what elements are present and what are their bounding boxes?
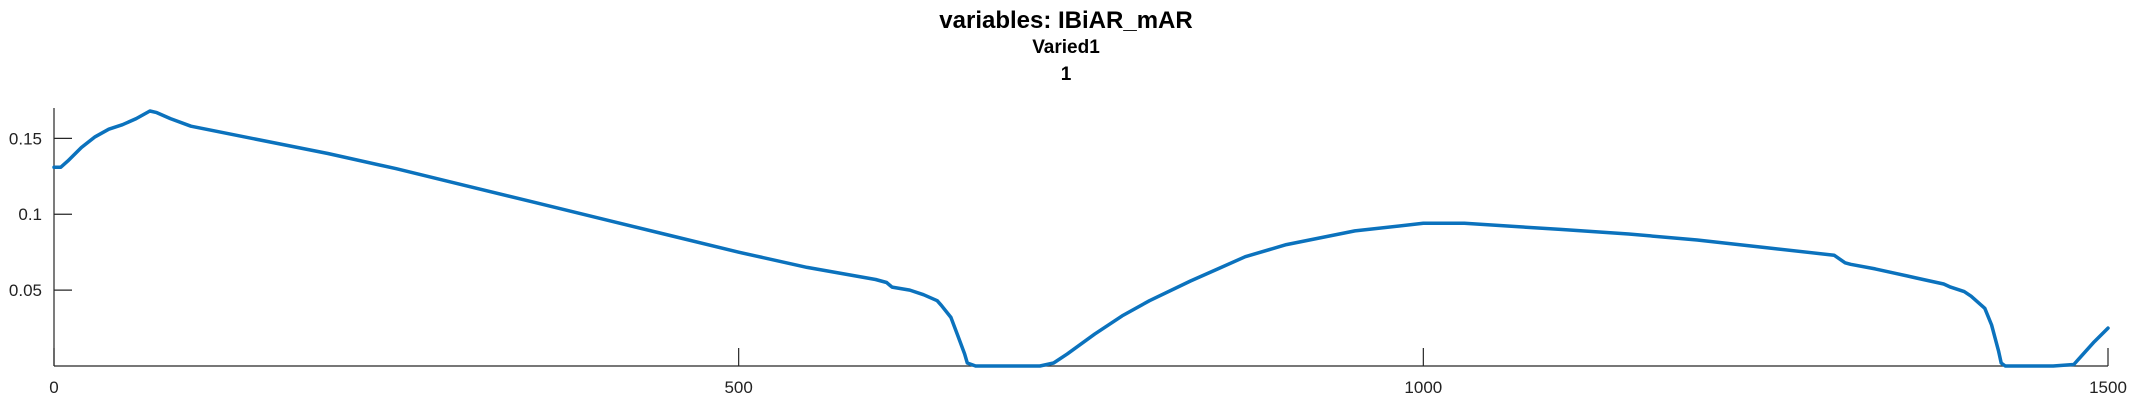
axes <box>53 108 2108 367</box>
x-tick-label: 0 <box>49 378 58 397</box>
x-tick-label: 1500 <box>2089 378 2127 397</box>
chart-title: variables: IBiAR_mAR <box>939 7 1192 34</box>
y-tick-label: 0.15 <box>9 129 42 148</box>
series-layer <box>52 109 2110 368</box>
x-tick-label: 500 <box>724 378 752 397</box>
y-tick-label: 0.1 <box>18 205 42 224</box>
ticks-layer: 0 500 1000 1500 0.05 0.1 0.15 <box>9 129 2127 397</box>
chart-subtitle: Varied1 <box>1032 37 1100 58</box>
chart-subtitle-2: 1 <box>1061 64 1072 85</box>
x-tick-label: 1000 <box>1404 378 1442 397</box>
y-tick-label: 0.05 <box>9 281 42 300</box>
series-line <box>52 109 2110 368</box>
